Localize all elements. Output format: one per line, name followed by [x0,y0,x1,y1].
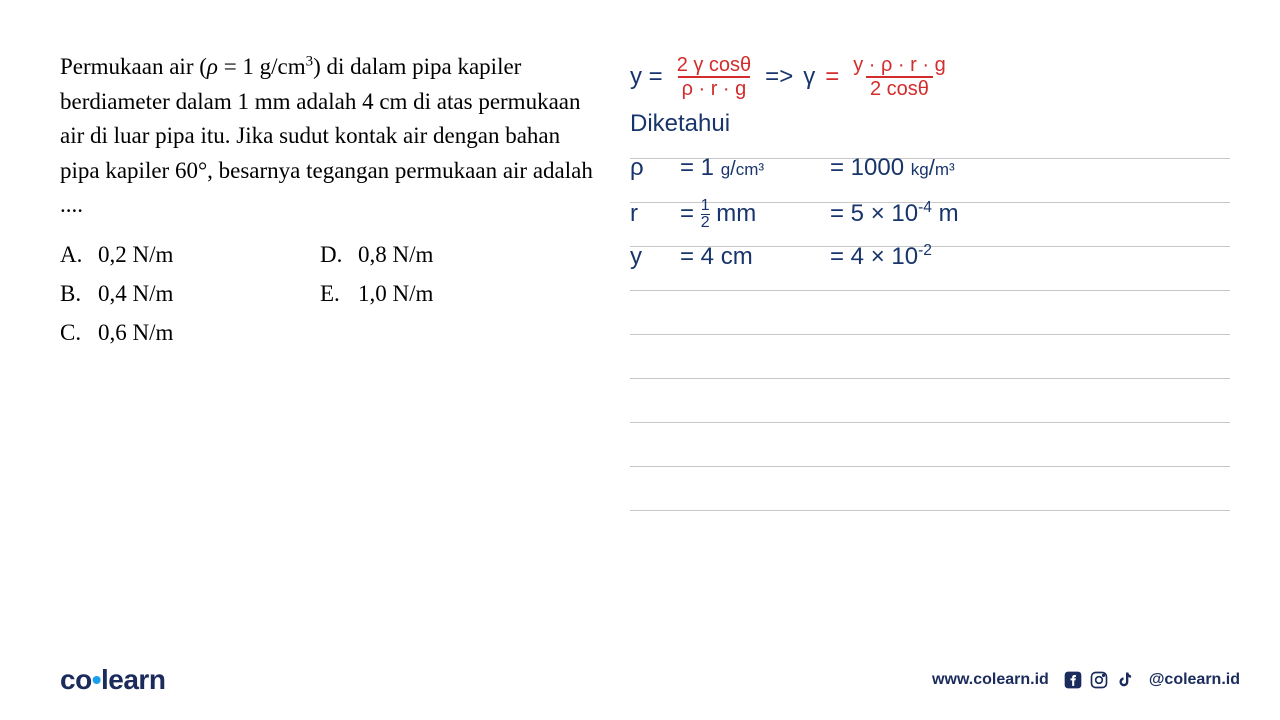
formula-row: y = 2 γ cosθ ρ · r · g => γ = y · ρ · r … [630,50,1230,104]
formula-right-fraction: y · ρ · r · g 2 cosθ [849,54,949,100]
formula-right-num: y · ρ · r · g [849,54,949,76]
option-b: B.0,4 N/m [60,274,260,313]
option-a-value: 0,2 N/m [98,235,173,274]
option-a: A.0,2 N/m [60,235,260,274]
formula-left-den: ρ · r · g [678,76,751,100]
equals: = [825,63,839,91]
formula-right-den: 2 cosθ [866,76,933,100]
option-d-value: 0,8 N/m [358,235,433,274]
logo-accent: • [92,664,101,695]
logo-rest: learn [101,664,165,695]
option-c-value: 0,6 N/m [98,313,173,352]
footer-right: www.colearn.id @colearn.id [932,670,1240,690]
known-rho: ρ = 1 g/cm³ = 1000 kg/m³ [630,154,1230,198]
option-e: E.1,0 N/m [320,274,520,313]
formula-lhs-y: y = [630,63,663,91]
handwriting-panel: y = 2 γ cosθ ρ · r · g => γ = y · ρ · r … [630,50,1230,352]
option-e-value: 1,0 N/m [358,274,433,313]
content-area: Permukaan air (ρ = 1 g/cm3) di dalam pip… [0,0,1280,352]
instagram-icon [1089,670,1109,690]
formula-lhs-gamma: γ [803,63,815,91]
footer-handle: @colearn.id [1149,671,1240,689]
logo-main: co [60,664,92,695]
tiktok-icon [1115,670,1135,690]
formula-left-num: 2 γ cosθ [673,54,755,76]
known-r: r = 12 mm = 5 × 10-4 m [630,198,1230,242]
formula-left-fraction: 2 γ cosθ ρ · r · g [673,54,755,100]
footer-url: www.colearn.id [932,671,1049,689]
footer: co•learn www.colearn.id @colearn.id [60,664,1240,696]
option-c: C.0,6 N/m [60,313,260,352]
question-panel: Permukaan air (ρ = 1 g/cm3) di dalam pip… [60,50,600,352]
known-y: y = 4 cm = 4 × 10-2 [630,242,1230,286]
logo: co•learn [60,664,165,696]
question-text: Permukaan air (ρ = 1 g/cm3) di dalam pip… [60,50,600,223]
facebook-icon [1063,670,1083,690]
known-label: Diketahui [630,110,1230,154]
answer-options: A.0,2 N/m D.0,8 N/m B.0,4 N/m E.1,0 N/m … [60,235,600,352]
arrow: => [765,63,793,91]
option-b-value: 0,4 N/m [98,274,173,313]
option-d: D.0,8 N/m [320,235,520,274]
social-icons [1063,670,1135,690]
